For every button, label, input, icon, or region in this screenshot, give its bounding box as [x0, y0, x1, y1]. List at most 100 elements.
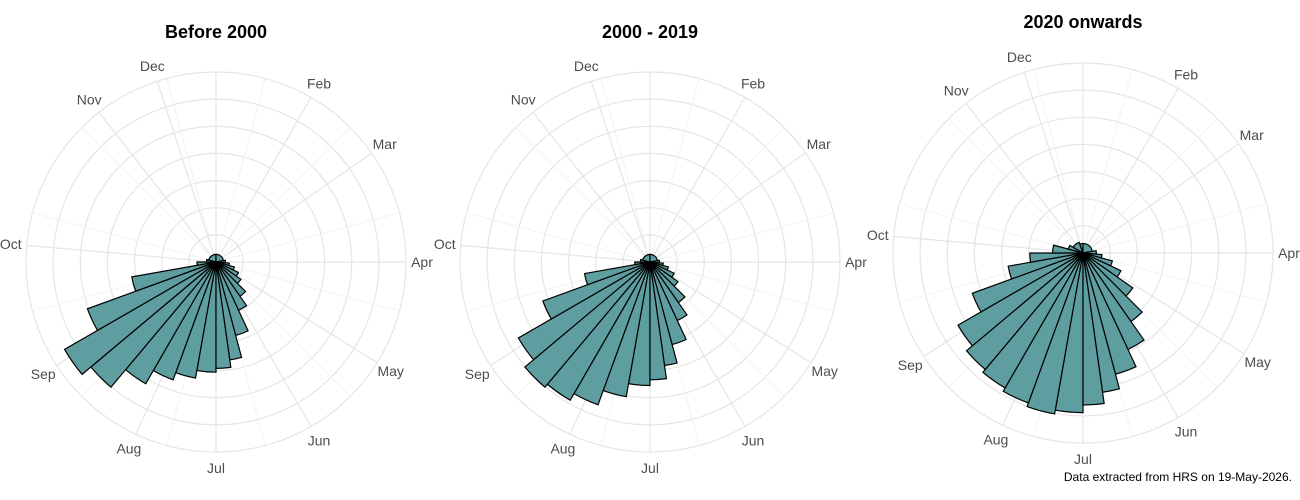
month-labels: Dec Feb Mar Apr May Jun Jul Aug Sep Oct Nov — [867, 49, 1300, 467]
month-label-feb: Feb — [1174, 67, 1198, 83]
month-label-may: May — [1244, 354, 1270, 370]
month-label-nov: Nov — [511, 92, 536, 108]
polar-bar — [63, 261, 217, 376]
grid-spoke — [98, 111, 217, 263]
polar-bar — [971, 252, 1084, 313]
polar-bar — [542, 261, 651, 320]
grid-spoke — [965, 102, 1084, 254]
polar-bar — [649, 261, 668, 381]
grid-minor-spoke — [1082, 118, 1218, 254]
month-label-nov: Nov — [77, 92, 102, 108]
grid-minor-spoke — [1033, 69, 1084, 254]
month-label-nov: Nov — [944, 83, 969, 99]
polar-bar — [982, 252, 1084, 389]
month-label-oct: Oct — [0, 236, 22, 252]
month-labels: Dec Feb Mar Apr May Jun Jul Aug Sep Oct Nov — [0, 58, 433, 476]
grid-spoke — [590, 81, 651, 263]
grid-minor-spoke — [1082, 252, 1267, 303]
grid-minor-spoke — [600, 78, 651, 263]
panel-title: 2000 - 2019 — [602, 22, 698, 42]
month-label-jun: Jun — [742, 432, 765, 448]
polar-bar — [1029, 252, 1084, 263]
month-label-mar: Mar — [807, 136, 831, 152]
polar-bar — [523, 261, 651, 389]
month-label-feb: Feb — [307, 76, 331, 92]
grid-minor-spoke — [899, 203, 1084, 254]
polar-bar — [634, 261, 651, 266]
polar-bar — [215, 261, 232, 370]
month-label-jul: Jul — [641, 460, 659, 476]
grid-minor-spoke — [215, 261, 400, 312]
grid-minor-spoke — [215, 78, 266, 263]
grid-minor-spoke — [166, 78, 217, 263]
polar-bar — [1072, 241, 1085, 255]
polar-bar — [583, 261, 651, 286]
month-label-apr: Apr — [411, 254, 433, 270]
month-label-aug: Aug — [983, 432, 1008, 448]
month-label-apr: Apr — [1278, 245, 1300, 261]
month-label-oct: Oct — [434, 236, 456, 252]
month-label-dec: Dec — [1007, 49, 1032, 65]
bars — [957, 241, 1145, 415]
grid-spoke — [532, 111, 651, 263]
grid-minor-spoke — [515, 127, 651, 263]
month-label-aug: Aug — [550, 441, 575, 457]
month-label-feb: Feb — [741, 76, 765, 92]
polar-bar — [196, 261, 217, 266]
month-label-sep: Sep — [31, 366, 56, 382]
polar-bar — [1007, 252, 1084, 280]
polar-bar — [1082, 252, 1105, 406]
grid-spoke — [649, 261, 812, 364]
grid-spoke — [649, 97, 746, 263]
bars — [517, 253, 688, 406]
grid-spoke — [215, 152, 372, 263]
polar-bar — [517, 261, 651, 361]
grid-spoke — [1082, 88, 1179, 254]
month-label-aug: Aug — [116, 441, 141, 457]
grid-minor-spoke — [32, 212, 217, 263]
grid-minor-spoke — [1082, 203, 1267, 254]
grid-minor-spoke — [466, 212, 651, 263]
polar-bar — [131, 261, 217, 293]
month-label-jul: Jul — [207, 460, 225, 476]
month-label-dec: Dec — [140, 58, 165, 74]
polar-bar — [1026, 252, 1084, 415]
data-source-caption: Data extracted from HRS on 19-May-2026. — [1063, 470, 1292, 484]
panel-title: Before 2000 — [165, 22, 267, 42]
grid-minor-spoke — [215, 127, 351, 263]
polar-bar — [957, 252, 1084, 347]
polar-bar — [86, 261, 217, 332]
month-label-mar: Mar — [373, 136, 397, 152]
month-label-oct: Oct — [867, 227, 889, 243]
grid-spoke — [26, 244, 217, 263]
grid-minor-spoke — [81, 127, 217, 263]
panel-2000-2019: Dec Feb Mar Apr May Jun Jul Aug Sep Oct Nov 2000 - … — [434, 22, 867, 476]
month-label-mar: Mar — [1240, 127, 1264, 143]
grid-spoke — [215, 261, 378, 364]
panel-2020-onwards: Dec Feb Mar Apr May Jun Jul Aug Sep Oct Nov 2020 on… — [867, 12, 1300, 467]
month-label-jun: Jun — [308, 432, 331, 448]
month-label-dec: Dec — [574, 58, 599, 74]
grid-spoke — [893, 235, 1084, 254]
month-labels: Dec Feb Mar Apr May Jun Jul Aug Sep Oct Nov — [434, 58, 867, 476]
month-label-sep: Sep — [898, 357, 923, 373]
grid-minor-spoke — [649, 78, 700, 263]
bars — [63, 253, 249, 389]
polar-bar — [965, 252, 1084, 371]
grid-spoke — [460, 244, 651, 263]
month-label-sep: Sep — [465, 366, 490, 382]
grid-minor-spoke — [649, 212, 834, 263]
month-label-may: May — [811, 363, 837, 379]
grid-spoke — [156, 81, 217, 263]
grid-minor-spoke — [215, 212, 400, 263]
panel-title: 2020 onwards — [1023, 12, 1142, 32]
grid-minor-spoke — [649, 127, 785, 263]
month-label-apr: Apr — [845, 254, 867, 270]
grid-spoke — [1082, 143, 1239, 254]
grid-spoke — [649, 152, 806, 263]
grid-minor-spoke — [1082, 69, 1133, 254]
grid-minor-spoke — [649, 261, 834, 312]
panel-before-2000: Dec Feb Mar Apr May Jun Jul Aug Sep Oct Nov Before … — [0, 22, 433, 476]
grid-spoke — [215, 97, 312, 263]
